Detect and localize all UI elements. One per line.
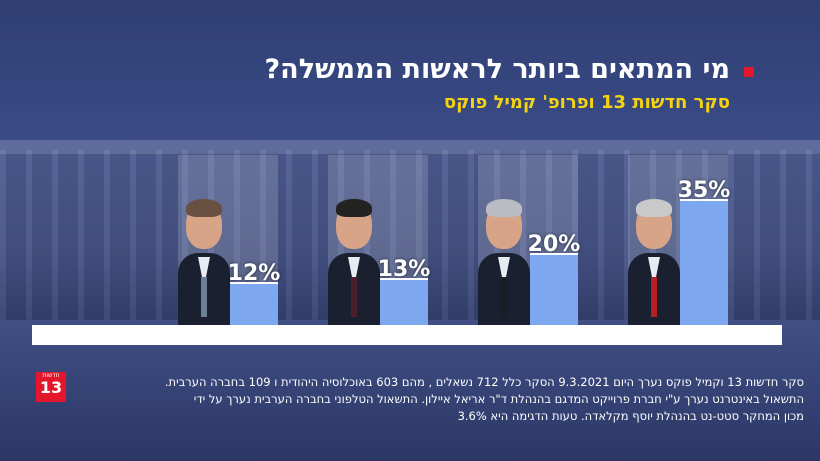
candidate-photo (478, 195, 530, 325)
candidate-photo (628, 195, 680, 325)
chart-title: מי המתאים ביותר לראשות הממשלה? (264, 54, 731, 85)
bar-value-label: 20% (527, 232, 581, 257)
bar (680, 199, 728, 325)
photo-tie (501, 277, 507, 317)
footnote-line: סקר חדשות 13 וקמיל פוקס נערך היום 9.3.20… (164, 375, 804, 389)
logo-top-text: חדשות (42, 372, 60, 379)
footnote-line: מכון המחקר סטט-נט בהנהלת יוסף מקלאדה. טע… (457, 409, 804, 423)
photo-tie (201, 277, 207, 317)
survey-footnote: סקר חדשות 13 וקמיל פוקס נערך היום 9.3.20… (104, 374, 804, 425)
photo-hair (186, 199, 222, 217)
bar-value-label: 13% (377, 257, 431, 282)
photo-hair (486, 199, 522, 217)
bar-value-label: 35% (677, 178, 731, 203)
candidate-photo (328, 195, 380, 325)
chart-subtitle: סקר חדשות 13 ופרופ' קמיל פוקס (443, 92, 730, 113)
photo-tie (351, 277, 357, 317)
bar (530, 253, 578, 325)
bar (380, 278, 428, 325)
bar-value-label: 12% (227, 261, 281, 286)
bar-column: 20% (478, 155, 580, 325)
bar-column: 35% (628, 155, 730, 325)
name-strip (32, 325, 782, 345)
logo-mark: 13 (39, 378, 63, 397)
title-bullet (744, 67, 754, 77)
bar-column: 12% (178, 155, 280, 325)
bar-column: 13% (328, 155, 430, 325)
photo-tie (651, 277, 657, 317)
footnote-line: התשאול באינטרנט נערך ע"י חברת פרוייקט המ… (193, 392, 804, 406)
photo-hair (336, 199, 372, 217)
channel-13-logo: חדשות 13 (36, 372, 66, 402)
candidate-photo (178, 195, 230, 325)
background-roof (0, 140, 820, 154)
bar (230, 282, 278, 325)
photo-hair (636, 199, 672, 217)
